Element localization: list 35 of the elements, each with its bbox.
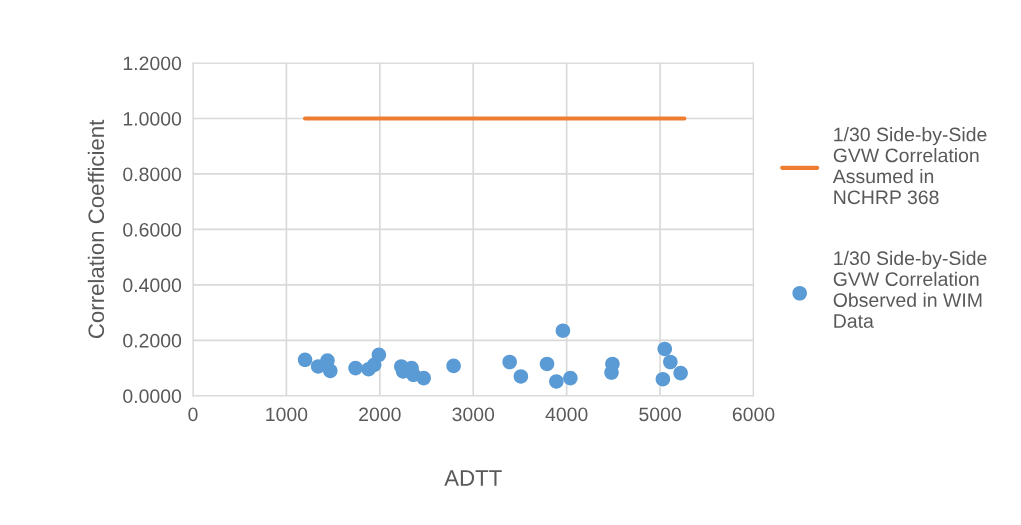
point (513, 369, 529, 384)
point (563, 370, 578, 386)
legend-label: 1/30 Side-by-Side GVW Correlation Observed in WIM Data (833, 250, 987, 328)
point (502, 354, 517, 370)
point (655, 371, 671, 387)
point (416, 370, 431, 386)
y-tick-label: 0.8000 (123, 167, 182, 182)
x-tick-label: 5000 (639, 407, 681, 422)
x-tick-label: 6000 (732, 407, 775, 422)
y-tick-label: 0.2000 (123, 333, 182, 348)
x-tick-label: 2000 (359, 407, 401, 422)
y-tick-label: 1.0000 (123, 111, 182, 126)
y-axis-title: Correlation Coefficient (87, 119, 105, 339)
point (297, 352, 313, 368)
point (549, 374, 564, 389)
legend-label: 1/30 Side-by-Side GVW Correlation Assumed in NCHRP 368 (832, 127, 987, 205)
x-axis-title: ADTT (444, 470, 502, 486)
point (446, 358, 461, 374)
x-tick-label: 1000 (266, 407, 308, 422)
x-tick-label: 4000 (545, 407, 588, 422)
x-tick-label: 3000 (452, 407, 495, 422)
x-tick-label: 0 (188, 407, 198, 422)
point (323, 363, 338, 379)
point (657, 341, 673, 357)
point (348, 360, 363, 376)
y-tick-label: 0.6000 (123, 222, 182, 237)
point (673, 365, 688, 381)
y-tick-label: 0.4000 (123, 278, 182, 293)
point (371, 347, 387, 363)
y-tick-label: 1.2000 (123, 56, 182, 71)
point (663, 354, 678, 370)
point (604, 365, 619, 380)
y-tick-label: 0.0000 (123, 389, 182, 404)
point (555, 323, 571, 338)
point (539, 356, 555, 372)
